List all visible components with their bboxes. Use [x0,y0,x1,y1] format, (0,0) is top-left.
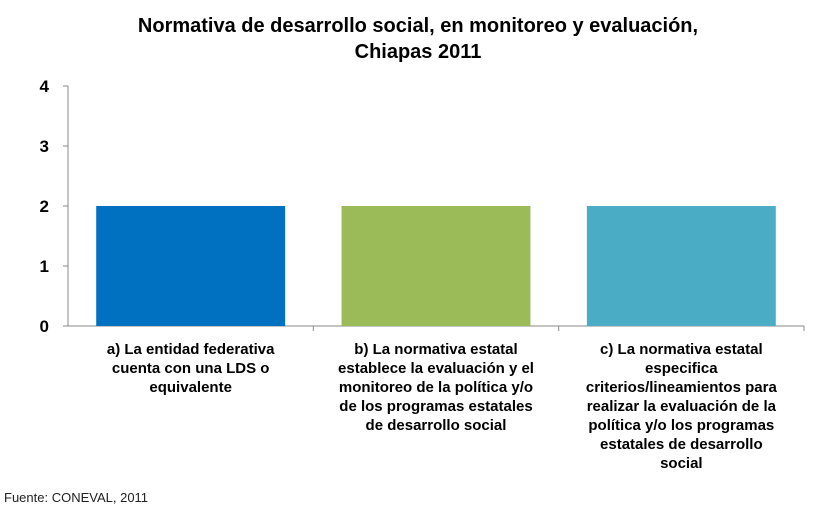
bar [586,206,776,326]
category-label-line: de los programas estatales [339,398,532,415]
category-label-line: criterios/lineamientos para [586,379,778,396]
category-label-line: realizar la evaluación de la [587,398,777,415]
category-label-line: equivalente [149,379,232,396]
category-label-line: cuenta con una LDS o [112,360,270,377]
category-labels: a) La entidad federativa cuenta con una L… [107,341,778,472]
chart-title: Normativa de desarrollo social, en monit… [138,15,698,63]
bars [96,206,776,326]
bar [341,206,531,326]
category-label-line: c) La normativa estatal [600,341,763,358]
y-tick-label: 3 [40,137,49,156]
y-tick-label: 4 [40,77,50,96]
category-label-line: a) La entidad federativa [107,341,275,358]
category-label-line: monitoreo de la política y/o [339,379,533,396]
category-label-line: de desarrollo social [366,417,507,434]
y-tick-label: 1 [40,257,49,276]
y-tick-label: 2 [40,197,49,216]
y-tick-label: 0 [40,317,49,336]
bar [96,206,286,326]
category-label-line: b) La normativa estatal [354,341,517,358]
category-label-line: estatales de desarrollo [600,436,763,453]
category-label-line: social [660,455,703,472]
chart-title-line: Normativa de desarrollo social, en monit… [138,15,698,37]
category-label-line: especifica [645,360,718,377]
source-note: Fuente: CONEVAL, 2011 [4,490,149,505]
chart-title-line: Chiapas 2011 [355,41,482,63]
y-tick-labels: 0 1 2 3 4 [40,77,50,336]
category-label-line: política y/o los programas [588,417,774,434]
category-label-line: establece la evaluación y el [338,360,534,377]
